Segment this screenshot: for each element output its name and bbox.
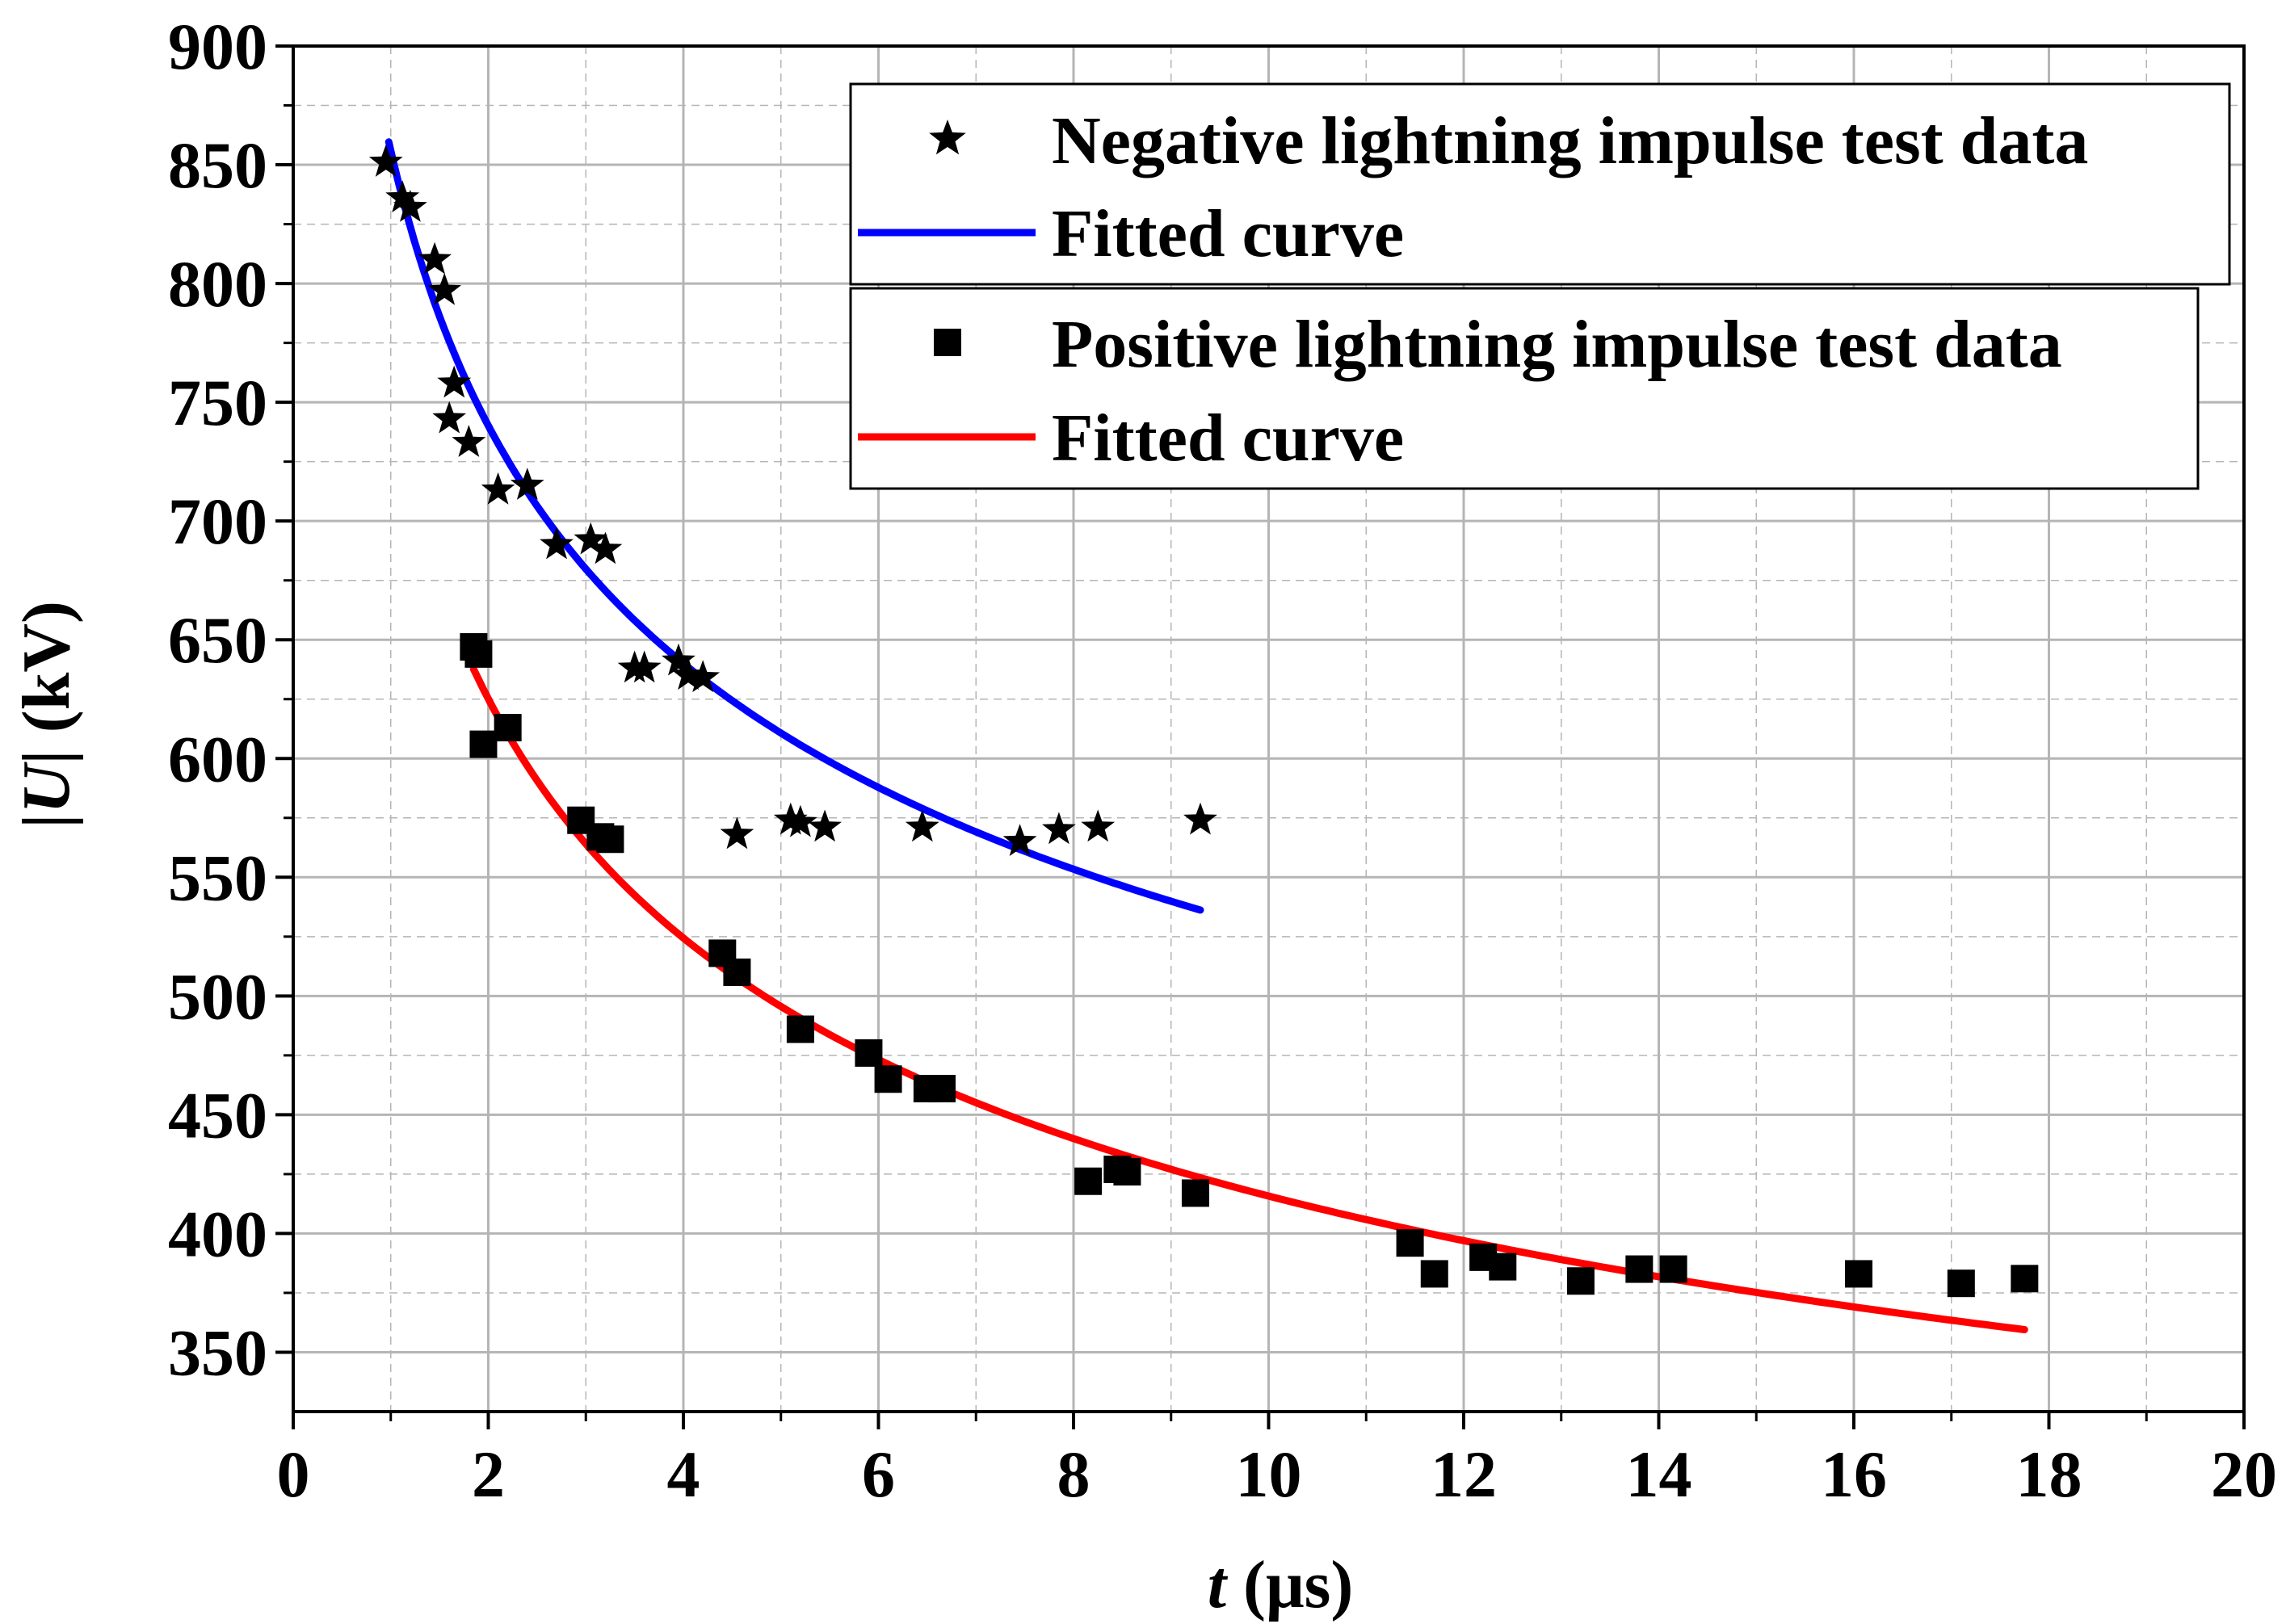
positive-data-point xyxy=(469,730,498,758)
negative-data-point xyxy=(393,190,427,222)
y-tick-label: 450 xyxy=(168,1078,267,1152)
x-tick-label: 0 xyxy=(277,1437,310,1511)
negative-data-point xyxy=(1002,824,1037,856)
positive-data-point xyxy=(1420,1260,1448,1288)
axis-ticks xyxy=(275,44,2246,1429)
positive-data-point xyxy=(927,1075,956,1103)
positive-data-point xyxy=(723,958,751,986)
legend-label-positive-data: Positive lightning impulse test data xyxy=(1052,307,2062,382)
positive-data-point xyxy=(874,1065,902,1093)
x-tick-label: 14 xyxy=(1626,1437,1692,1511)
x-tick-label: 16 xyxy=(1821,1437,1887,1511)
y-tick-label: 350 xyxy=(168,1316,267,1389)
legend-box-positive: Positive lightning impulse test data Fit… xyxy=(849,287,2200,490)
positive-data-point xyxy=(1489,1253,1517,1281)
negative-data-point xyxy=(437,365,472,398)
y-axis-bar-right: | xyxy=(9,749,84,765)
y-axis-title: |U| (kV) xyxy=(9,601,84,829)
y-tick-label: 400 xyxy=(168,1197,267,1270)
legend-label-negative-fit: Fitted curve xyxy=(1052,196,1404,271)
legend-frame-positive xyxy=(849,287,2200,490)
legend-frame-negative xyxy=(849,82,2231,286)
y-tick-label: 600 xyxy=(168,722,267,795)
y-tick-label: 750 xyxy=(168,366,267,439)
x-axis-title: t (μs) xyxy=(1208,1547,1354,1622)
positive-data-point xyxy=(1947,1269,1975,1298)
negative-data-point xyxy=(368,145,403,177)
positive-data-point xyxy=(855,1039,883,1067)
y-axis-bar-left: | xyxy=(9,814,84,829)
x-axis-unit: (μs) xyxy=(1226,1547,1353,1622)
negative-data-point xyxy=(481,472,515,505)
svg-text:|U| (kV): |U| (kV) xyxy=(9,601,84,829)
positive-data-point xyxy=(464,640,493,668)
negative-data-point xyxy=(510,468,544,500)
y-axis-unit: (kV) xyxy=(9,601,84,749)
negative-data-point xyxy=(540,527,574,560)
positive-data-point xyxy=(596,825,624,854)
y-tick-label: 650 xyxy=(168,603,267,677)
x-tick-label: 4 xyxy=(667,1437,700,1511)
negative-data-point xyxy=(574,522,608,555)
x-tick-label: 12 xyxy=(1431,1437,1497,1511)
tick-labels: 0 2 4 6 8 10 12 14 16 18 20 350 400 450 500 550 600 650 70… xyxy=(168,10,2277,1511)
y-tick-label: 900 xyxy=(168,10,267,83)
positive-data-point xyxy=(1396,1229,1424,1257)
data-markers xyxy=(368,145,2039,1298)
y-axis-symbol: U xyxy=(9,762,84,814)
negative-data-point xyxy=(627,650,662,683)
negative-data-point xyxy=(720,816,754,850)
y-tick-label: 850 xyxy=(168,128,267,202)
negative-data-point xyxy=(1081,809,1116,842)
positive-data-point xyxy=(494,714,522,742)
negative-data-point xyxy=(418,241,452,275)
x-tick-label: 8 xyxy=(1057,1437,1090,1511)
x-tick-label: 6 xyxy=(862,1437,895,1511)
positive-data-point xyxy=(1659,1255,1687,1283)
y-tick-label: 550 xyxy=(168,841,267,914)
positive-data-point xyxy=(2011,1265,2039,1293)
negative-data-point xyxy=(452,425,486,457)
positive-data-point xyxy=(1625,1255,1654,1283)
negative-data-point xyxy=(1183,802,1217,835)
negative-data-point xyxy=(432,401,467,434)
legend-star-marker xyxy=(929,120,966,155)
x-tick-label: 2 xyxy=(472,1437,505,1511)
negative-data-point xyxy=(662,643,695,676)
y-tick-label: 500 xyxy=(168,959,267,1033)
negative-data-point xyxy=(1042,812,1076,845)
negative-data-point xyxy=(905,809,939,842)
positive-data-point xyxy=(1845,1260,1873,1288)
positive-data-point xyxy=(1074,1167,1103,1195)
y-tick-label: 700 xyxy=(168,485,267,558)
negative-data-point xyxy=(427,272,462,305)
legend-label-negative-data: Negative lightning impulse test data xyxy=(1052,103,2088,178)
positive-data-point xyxy=(1566,1267,1595,1295)
negative-data-point xyxy=(784,804,817,837)
legend-square-marker xyxy=(934,329,961,356)
legend-label-positive-fit: Fitted curve xyxy=(1052,401,1404,476)
negative-data-point xyxy=(588,531,623,564)
x-tick-label: 20 xyxy=(2211,1437,2277,1511)
negative-data-point xyxy=(686,660,721,693)
y-tick-label: 800 xyxy=(168,247,267,321)
x-tick-label: 10 xyxy=(1236,1437,1302,1511)
negative-data-point xyxy=(808,809,842,842)
negative-data-point xyxy=(385,180,420,212)
x-tick-label: 18 xyxy=(2016,1437,2082,1511)
positive-data-point xyxy=(786,1015,814,1043)
legend-box-negative: Negative lightning impulse test data Fit… xyxy=(849,82,2231,286)
x-axis-symbol: t xyxy=(1208,1547,1229,1622)
positive-data-point xyxy=(1113,1157,1141,1185)
positive-data-point xyxy=(1181,1179,1209,1207)
